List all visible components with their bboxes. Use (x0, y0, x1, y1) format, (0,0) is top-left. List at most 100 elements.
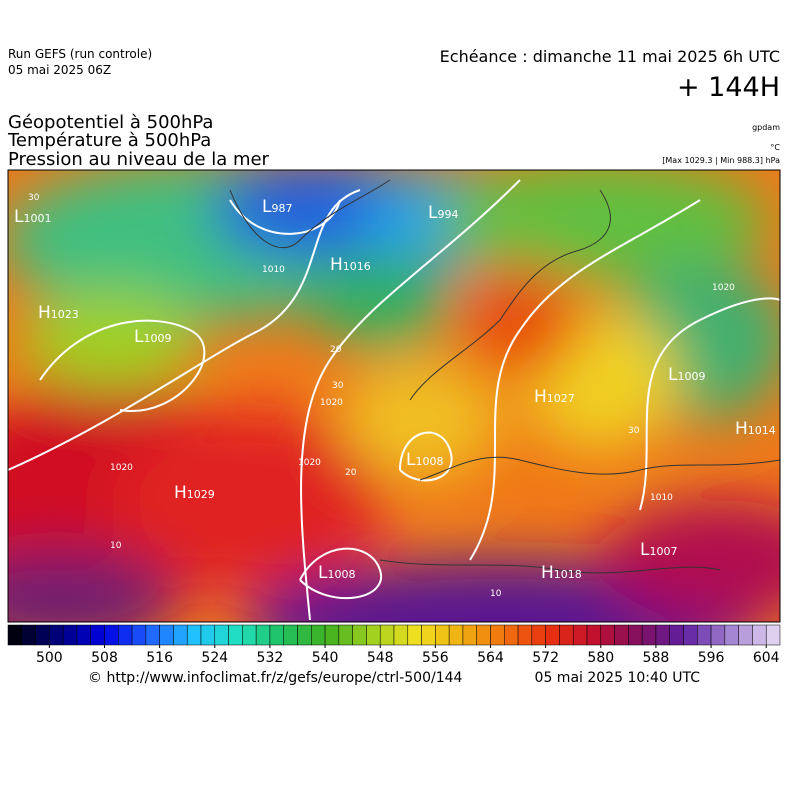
source-url: © http://www.infoclimat.fr/z/gefs/europe… (88, 670, 463, 686)
pressure-center: L994 (428, 203, 458, 223)
colorbar-swatch (7, 624, 23, 646)
contour-label: 1020 (712, 283, 735, 293)
colorbar-swatch (490, 624, 505, 646)
center-value: 1008 (327, 568, 355, 581)
colorbar-swatch (338, 624, 353, 646)
contour-label: 20 (345, 468, 357, 478)
colorbar-label: 508 (91, 650, 118, 666)
field-title: Pression au niveau de la mer (8, 149, 270, 170)
colorbar-swatch (269, 624, 284, 646)
center-value: 1008 (415, 455, 443, 468)
colorbar-swatch (145, 624, 160, 646)
colorbar-swatch (655, 624, 670, 646)
colorbar-label: 564 (477, 650, 504, 666)
colorbar-swatch (90, 624, 105, 646)
coastline (409, 189, 611, 401)
colorbar-swatch (62, 624, 78, 646)
center-value: 987 (271, 202, 292, 215)
colorbar-label: 500 (36, 650, 63, 666)
center-value: 994 (437, 208, 458, 221)
contour-label: 10 (110, 541, 122, 551)
center-kind: H (735, 419, 748, 439)
pressure-center: H1029 (174, 483, 215, 503)
isobar (300, 179, 521, 621)
colorbar-label: 588 (643, 650, 670, 666)
colorbar-swatch (49, 624, 64, 646)
isobars (8, 179, 780, 621)
colorbar-label: 556 (422, 650, 449, 666)
colorbar-swatch (724, 624, 739, 646)
center-value: 1014 (748, 424, 776, 437)
coastline (419, 456, 780, 481)
contour-label: 1020 (298, 458, 321, 468)
colorbar-label: 572 (532, 650, 559, 666)
colorbar-swatch (600, 624, 615, 646)
pressure-center: L1008 (406, 450, 443, 470)
pressure-center: L1007 (640, 540, 677, 560)
coastline (379, 559, 721, 574)
colorbar-swatch (462, 624, 477, 646)
unit-label: °C (770, 143, 780, 152)
pressure-center: L1001 (14, 207, 51, 227)
coastlines (229, 179, 780, 574)
pressure-center: L1009 (134, 327, 171, 347)
colorbar-swatch (448, 624, 464, 646)
pressure-center: H1014 (735, 419, 776, 439)
colorbar-label: 532 (257, 650, 284, 666)
contour-label: 1020 (110, 463, 133, 473)
contour-label: 30 (28, 193, 40, 203)
isobar (469, 199, 701, 561)
colorbar-swatch (476, 624, 491, 646)
isobar (639, 297, 780, 511)
center-value: 1001 (23, 212, 51, 225)
colorbar-swatch (131, 624, 147, 646)
valid-time: Echéance : dimanche 11 mai 2025 6h UTC (440, 47, 780, 66)
center-kind: L (14, 207, 24, 227)
colorbar-swatch (545, 624, 560, 646)
colorbar-swatch (407, 624, 422, 646)
contour-label: 1010 (262, 265, 285, 275)
pressure-center: H1018 (541, 563, 582, 583)
colorbar-swatch (531, 624, 546, 646)
colorbar-swatch (366, 624, 381, 646)
isobar (299, 547, 383, 600)
center-value: 1029 (187, 488, 215, 501)
center-kind: L (134, 327, 144, 347)
center-kind: H (330, 255, 343, 275)
contour-label: 30 (628, 426, 640, 436)
colorbar-swatch (559, 624, 574, 646)
contour-label: 20 (330, 345, 342, 355)
contour-label: 1020 (320, 398, 343, 408)
run-date: 05 mai 2025 06Z (8, 63, 111, 77)
pressure-center: L1009 (668, 365, 705, 385)
colorbar-swatch (504, 624, 519, 646)
pressure-center: L987 (262, 197, 292, 217)
center-value: 1027 (547, 392, 575, 405)
colorbar-swatch (255, 624, 271, 646)
center-value: 1009 (677, 370, 705, 383)
colorbar-swatch (311, 624, 326, 646)
pressure-center: L1008 (318, 563, 355, 583)
colorbar-swatch (421, 624, 436, 646)
colorbar-label: 548 (367, 650, 394, 666)
colorbar-swatch (214, 624, 229, 646)
colorbar-label: 540 (312, 650, 339, 666)
colorbar: 500 508 516 524 532 540 548 556 564 572 580 588 596 6… (7, 624, 781, 666)
center-value: 1023 (51, 308, 79, 321)
center-kind: L (406, 450, 416, 470)
field-title: Géopotentiel à 500hPa (8, 112, 213, 133)
pressure-center: H1023 (38, 303, 79, 323)
colorbar-swatch (228, 624, 243, 646)
colorbar-swatch (752, 624, 767, 646)
colorbar-swatch (628, 624, 643, 646)
unit-label: gpdam (752, 123, 780, 132)
center-value: 1009 (143, 332, 171, 345)
colorbar-swatch (159, 624, 174, 646)
unit-label: [Max 1029.3 | Min 988.3] hPa (662, 156, 780, 165)
center-kind: L (428, 203, 438, 223)
pressure-center: H1027 (534, 387, 575, 407)
colorbar-swatch (379, 624, 395, 646)
colorbar-swatch (697, 624, 712, 646)
